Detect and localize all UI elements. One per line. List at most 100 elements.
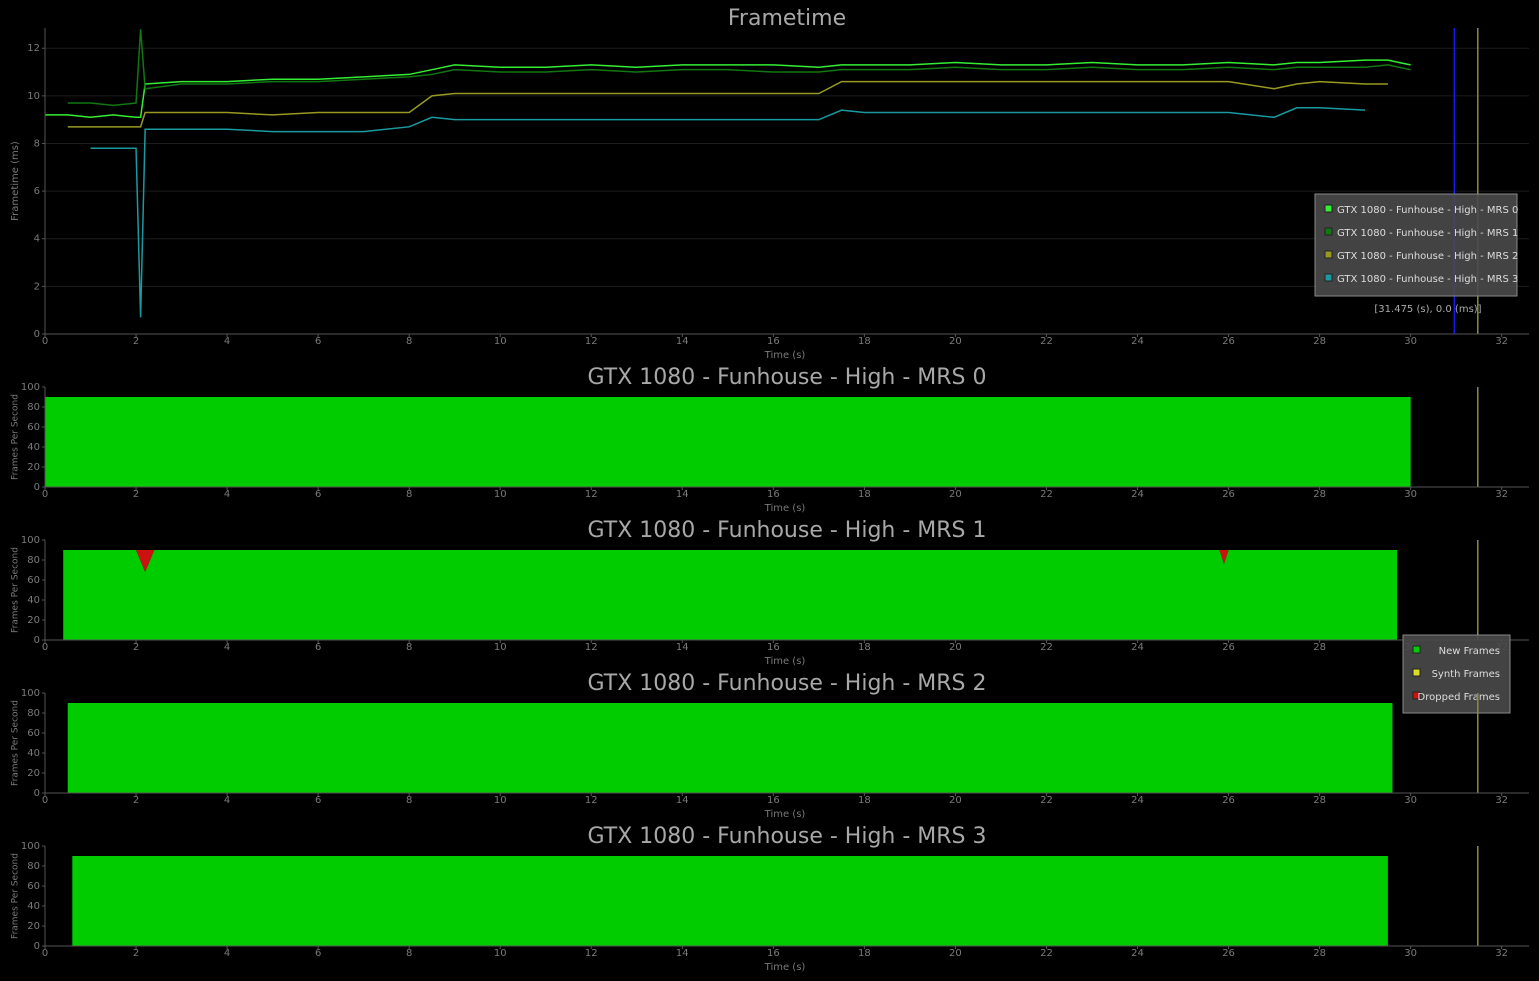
x-tick-label: 28 — [1313, 489, 1326, 500]
series-area — [72, 856, 1388, 946]
x-tick-label: 22 — [1040, 642, 1053, 653]
x-tick-label: 32 — [1495, 795, 1508, 806]
legend-swatch — [1324, 204, 1333, 213]
x-tick-label: 26 — [1222, 336, 1235, 347]
legend-label: GTX 1080 - Funhouse - High - MRS 0 — [1337, 205, 1518, 216]
x-tick-label: 6 — [315, 642, 321, 653]
legend-label: GTX 1080 - Funhouse - High - MRS 3 — [1337, 274, 1518, 285]
y-tick-label: 4 — [34, 234, 40, 245]
x-tick-label: 24 — [1131, 489, 1144, 500]
legend-box — [1402, 634, 1511, 714]
y-tick-label: 40 — [27, 901, 40, 912]
y-tick-label: 40 — [27, 748, 40, 759]
x-tick-label: 12 — [585, 489, 598, 500]
y-tick-label: 20 — [27, 615, 40, 626]
x-tick-label: 20 — [949, 489, 962, 500]
legend-swatch — [1324, 227, 1333, 236]
y-tick-label: 80 — [27, 708, 40, 719]
chart-title: GTX 1080 - Funhouse - High - MRS 3 — [588, 824, 987, 849]
x-tick-label: 4 — [224, 795, 230, 806]
cursor-readout: [31.475 (s), 0.0 (ms)] — [1374, 304, 1481, 315]
series-area — [67, 703, 1393, 793]
x-tick-label: 24 — [1131, 642, 1144, 653]
x-tick-label: 18 — [858, 795, 871, 806]
y-tick-label: 0 — [34, 635, 40, 646]
x-tick-label: 22 — [1040, 489, 1053, 500]
series-line — [90, 107, 1366, 318]
legend-swatch — [1412, 691, 1421, 700]
y-tick-label: 6 — [34, 186, 40, 197]
x-tick-label: 26 — [1222, 795, 1235, 806]
x-tick-label: 26 — [1222, 948, 1235, 959]
x-tick-label: 0 — [42, 336, 48, 347]
y-tick-label: 100 — [21, 382, 40, 393]
x-tick-label: 16 — [767, 336, 780, 347]
x-tick-label: 0 — [42, 795, 48, 806]
y-tick-label: 0 — [34, 788, 40, 799]
y-tick-label: 8 — [34, 138, 40, 149]
x-tick-label: 6 — [315, 948, 321, 959]
y-tick-label: 40 — [27, 442, 40, 453]
x-tick-label: 14 — [676, 948, 689, 959]
x-tick-label: 30 — [1404, 795, 1417, 806]
legend-box — [1314, 193, 1518, 297]
y-tick-label: 60 — [27, 728, 40, 739]
x-tick-label: 22 — [1040, 948, 1053, 959]
x-axis-label: Time (s) — [764, 350, 806, 361]
y-tick-label: 100 — [21, 688, 40, 699]
legend-swatch — [1412, 668, 1421, 677]
legend-label: Synth Frames — [1432, 669, 1500, 680]
x-tick-label: 0 — [42, 489, 48, 500]
y-tick-label: 2 — [34, 281, 40, 292]
x-tick-label: 2 — [133, 642, 139, 653]
y-tick-label: 12 — [27, 43, 40, 54]
x-tick-label: 22 — [1040, 795, 1053, 806]
x-tick-label: 28 — [1313, 336, 1326, 347]
x-tick-label: 10 — [494, 795, 507, 806]
chart-title: Frametime — [728, 6, 846, 31]
x-axis-label: Time (s) — [764, 656, 806, 667]
x-tick-label: 28 — [1313, 642, 1326, 653]
x-tick-label: 10 — [494, 642, 507, 653]
x-tick-label: 6 — [315, 489, 321, 500]
x-tick-label: 10 — [494, 489, 507, 500]
x-tick-label: 8 — [406, 948, 412, 959]
x-tick-label: 32 — [1495, 336, 1508, 347]
x-tick-label: 14 — [676, 642, 689, 653]
y-tick-label: 20 — [27, 921, 40, 932]
legend-label: GTX 1080 - Funhouse - High - MRS 2 — [1337, 251, 1518, 262]
series-line — [67, 80, 1388, 128]
x-tick-label: 12 — [585, 336, 598, 347]
x-tick-label: 26 — [1222, 642, 1235, 653]
y-tick-label: 80 — [27, 861, 40, 872]
chart-title: GTX 1080 - Funhouse - High - MRS 1 — [588, 518, 987, 543]
y-tick-label: 0 — [34, 329, 40, 340]
x-tick-label: 30 — [1404, 489, 1417, 500]
x-axis-label: Time (s) — [764, 809, 806, 820]
series-area — [63, 550, 1397, 640]
x-tick-label: 32 — [1495, 948, 1508, 959]
x-tick-label: 18 — [858, 489, 871, 500]
x-tick-label: 4 — [224, 336, 230, 347]
y-tick-label: 10 — [27, 91, 40, 102]
series-line — [67, 29, 1411, 107]
x-tick-label: 16 — [767, 795, 780, 806]
x-tick-label: 22 — [1040, 336, 1053, 347]
legend-label: Dropped Frames — [1418, 692, 1500, 703]
x-tick-label: 20 — [949, 948, 962, 959]
y-tick-label: 60 — [27, 422, 40, 433]
x-tick-label: 12 — [585, 642, 598, 653]
x-tick-label: 10 — [494, 948, 507, 959]
x-tick-label: 0 — [42, 642, 48, 653]
x-tick-label: 20 — [949, 642, 962, 653]
y-tick-label: 20 — [27, 768, 40, 779]
x-tick-label: 16 — [767, 489, 780, 500]
y-tick-label: 100 — [21, 535, 40, 546]
x-tick-label: 16 — [767, 642, 780, 653]
chart-title: GTX 1080 - Funhouse - High - MRS 2 — [588, 671, 987, 696]
legend-label: New Frames — [1439, 646, 1500, 657]
x-tick-label: 28 — [1313, 948, 1326, 959]
x-tick-label: 18 — [858, 948, 871, 959]
